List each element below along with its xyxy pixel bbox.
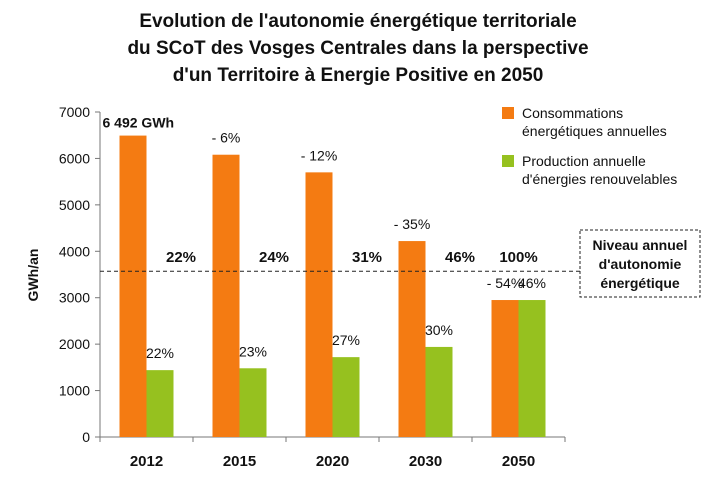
chart-title-line-3: d'un Territoire à Energie Positive en 20… bbox=[173, 65, 544, 86]
data-label-consumption: - 6% bbox=[212, 130, 241, 146]
bar-production bbox=[332, 357, 360, 437]
autonomy-ratio-label: 46% bbox=[445, 249, 475, 266]
legend-swatch-production bbox=[502, 155, 514, 167]
x-tick-label: 2030 bbox=[409, 453, 442, 470]
y-tick-label: 4000 bbox=[59, 243, 90, 259]
autonomy-ratio-label: 24% bbox=[259, 249, 289, 266]
bar-consumption bbox=[212, 154, 240, 437]
data-label-production: 23% bbox=[239, 343, 267, 359]
y-tick-label: 1000 bbox=[59, 383, 90, 399]
autonomy-ratio-label: 31% bbox=[352, 249, 382, 266]
x-tick-label: 2020 bbox=[316, 453, 349, 470]
y-tick-label: 7000 bbox=[59, 104, 90, 120]
data-label-consumption: 6 492 GWh bbox=[103, 115, 175, 131]
data-label-consumption: - 35% bbox=[394, 216, 431, 232]
bar-consumption bbox=[305, 172, 333, 437]
legend-label-production-line-2: d'énergies renouvelables bbox=[522, 171, 677, 187]
bar-production bbox=[425, 346, 453, 437]
data-label-production: 27% bbox=[332, 332, 360, 348]
legend-label-consumption-line-2: énergétiques annuelles bbox=[522, 123, 667, 139]
autonomy-ratio-label: 22% bbox=[166, 249, 196, 266]
y-axis-label: GWh/an bbox=[25, 249, 41, 302]
reference-label-line-1: Niveau annuel bbox=[593, 237, 688, 253]
y-tick-label: 3000 bbox=[59, 290, 90, 306]
chart-title-line-2: du SCoT des Vosges Centrales dans la per… bbox=[127, 38, 588, 59]
reference-label-line-2: d'autonomie bbox=[599, 256, 682, 272]
y-tick-label: 0 bbox=[82, 429, 90, 445]
bar-consumption bbox=[491, 300, 519, 437]
reference-label-frame bbox=[579, 229, 701, 298]
chart-title-line-1: Evolution de l'autonomie énergétique ter… bbox=[139, 11, 576, 32]
data-label-production: 22% bbox=[146, 345, 174, 361]
data-label-consumption: - 12% bbox=[301, 147, 338, 163]
legend-label-production-line-1: Production annuelle bbox=[522, 153, 646, 169]
bar-consumption bbox=[119, 135, 147, 438]
legend-swatch-consumption bbox=[502, 107, 514, 119]
bar-production bbox=[518, 300, 546, 437]
bar-consumption bbox=[398, 241, 426, 437]
bar-production bbox=[146, 370, 174, 437]
y-ticks: 0 1000 2000 3000 4000 5000 6000 7000 bbox=[59, 104, 100, 445]
reference-label-box: Niveau annuel d'autonomie énergétique bbox=[579, 229, 701, 298]
data-label-production: 30% bbox=[425, 322, 453, 338]
bar-production bbox=[239, 368, 267, 437]
x-tick-label: 2015 bbox=[223, 453, 256, 470]
bars bbox=[119, 135, 546, 438]
data-label-consumption: - 54% bbox=[487, 275, 524, 291]
autonomy-ratio-label: 100% bbox=[499, 249, 537, 266]
y-tick-label: 2000 bbox=[59, 336, 90, 352]
data-labels: 6 492 GWh 22% 22% - 6% 23% 24% - 12% 27% 31% - 35… bbox=[103, 115, 547, 362]
x-ticks: 2012 2015 2020 2030 2050 bbox=[99, 437, 566, 470]
x-tick-label: 2050 bbox=[502, 453, 535, 470]
data-label-production: 46% bbox=[518, 275, 546, 291]
legend-label-consumption-line-1: Consommations bbox=[522, 105, 623, 121]
y-tick-label: 6000 bbox=[59, 150, 90, 166]
y-tick-label: 5000 bbox=[59, 197, 90, 213]
x-tick-label: 2012 bbox=[130, 453, 163, 470]
reference-label-line-3: énergétique bbox=[600, 275, 680, 291]
chart-title: Evolution de l'autonomie énergétique ter… bbox=[127, 11, 588, 86]
legend: Consommations énergétiques annuelles Pro… bbox=[502, 105, 677, 187]
